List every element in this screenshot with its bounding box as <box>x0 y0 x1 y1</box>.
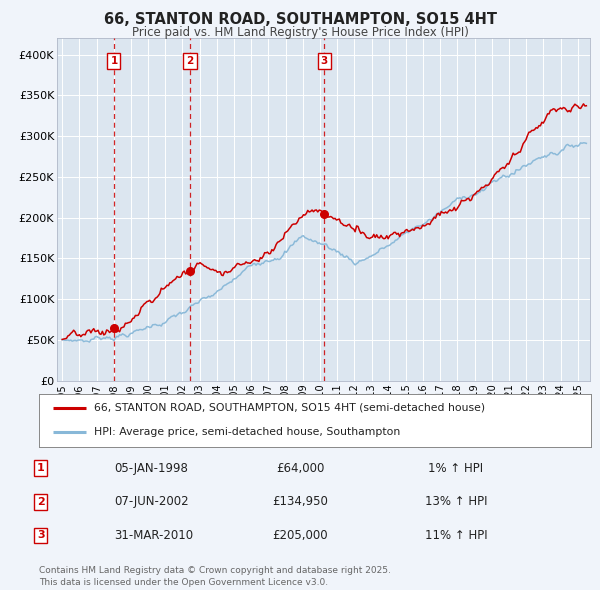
Text: HPI: Average price, semi-detached house, Southampton: HPI: Average price, semi-detached house,… <box>94 427 400 437</box>
Text: 66, STANTON ROAD, SOUTHAMPTON, SO15 4HT: 66, STANTON ROAD, SOUTHAMPTON, SO15 4HT <box>104 12 497 27</box>
Text: 1: 1 <box>37 463 44 473</box>
Text: £64,000: £64,000 <box>276 461 324 475</box>
Text: £205,000: £205,000 <box>272 529 328 542</box>
Text: 3: 3 <box>37 530 44 540</box>
Text: 1% ↑ HPI: 1% ↑ HPI <box>428 461 484 475</box>
Text: 05-JAN-1998: 05-JAN-1998 <box>114 461 188 475</box>
Text: 11% ↑ HPI: 11% ↑ HPI <box>425 529 487 542</box>
Text: 3: 3 <box>320 55 328 65</box>
Text: 1: 1 <box>110 55 118 65</box>
Text: 13% ↑ HPI: 13% ↑ HPI <box>425 495 487 509</box>
Text: Contains HM Land Registry data © Crown copyright and database right 2025.
This d: Contains HM Land Registry data © Crown c… <box>39 566 391 587</box>
Text: Price paid vs. HM Land Registry's House Price Index (HPI): Price paid vs. HM Land Registry's House … <box>131 26 469 39</box>
Text: 2: 2 <box>187 55 194 65</box>
Text: 2: 2 <box>37 497 44 507</box>
Text: £134,950: £134,950 <box>272 495 328 509</box>
Text: 66, STANTON ROAD, SOUTHAMPTON, SO15 4HT (semi-detached house): 66, STANTON ROAD, SOUTHAMPTON, SO15 4HT … <box>94 403 485 413</box>
Text: 31-MAR-2010: 31-MAR-2010 <box>114 529 193 542</box>
Text: 07-JUN-2002: 07-JUN-2002 <box>114 495 188 509</box>
